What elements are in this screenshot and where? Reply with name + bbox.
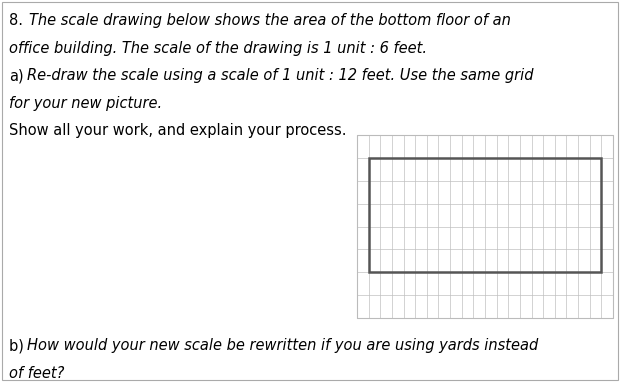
Text: of feet?: of feet? [9, 366, 64, 380]
Text: How would your new scale be rewritten if you are using yards instead: How would your new scale be rewritten if… [27, 338, 538, 353]
Text: 8.: 8. [9, 13, 28, 28]
Text: office building. The scale of the drawing is 1 unit : 6 feet.: office building. The scale of the drawin… [9, 41, 427, 56]
Bar [357, 135, 613, 318]
Text: Re-draw the scale using a scale of 1 unit : 12 feet. Use the same grid: Re-draw the scale using a scale of 1 uni… [27, 68, 533, 83]
Bar [369, 158, 601, 272]
Text: b): b) [9, 338, 29, 353]
Text: Show all your work, and explain your process.: Show all your work, and explain your pro… [9, 123, 347, 138]
Text: a): a) [9, 68, 24, 83]
Text: The scale drawing below shows the area of the bottom floor of an: The scale drawing below shows the area o… [29, 13, 511, 28]
Text: for your new picture.: for your new picture. [9, 96, 162, 111]
